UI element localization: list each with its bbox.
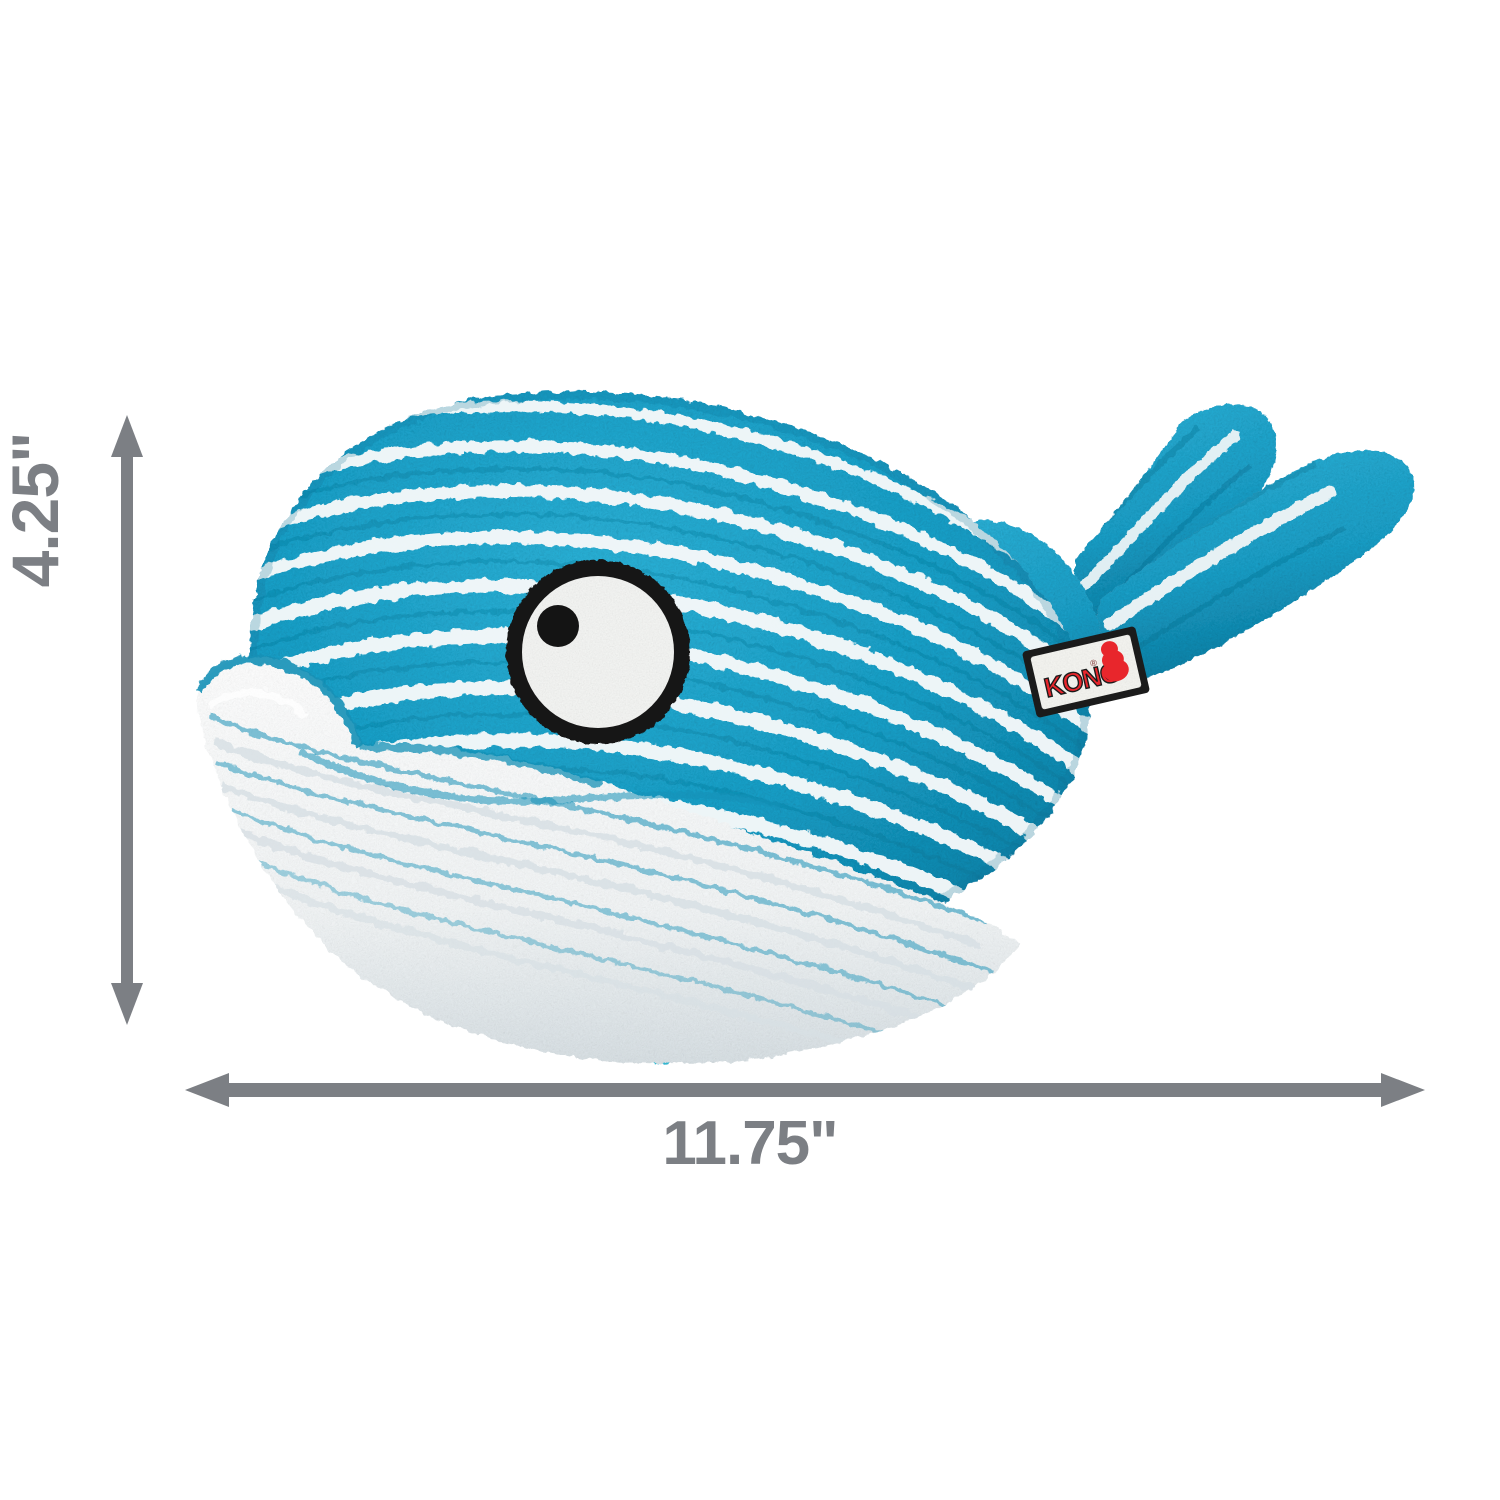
mouth-line xyxy=(298,748,781,810)
height-dimension-arrow xyxy=(111,415,143,1025)
width-dimension-label: 11.75" xyxy=(662,1109,838,1178)
eye-pupil xyxy=(537,605,579,647)
jaw-piping xyxy=(195,655,365,750)
kong-brand-tag: KONG ® xyxy=(1022,626,1150,718)
height-dimension-label: 4.25" xyxy=(0,432,72,588)
kong-toy-icon xyxy=(1100,641,1129,682)
eye-white xyxy=(522,576,674,728)
width-dimension-arrow xyxy=(185,1073,1425,1107)
double-headed-vertical-arrow-icon xyxy=(111,415,143,1025)
tail-fluke-lower xyxy=(1092,450,1415,679)
double-headed-horizontal-arrow-icon xyxy=(185,1073,1425,1107)
whale-eye xyxy=(506,560,690,744)
tag-registered-mark: ® xyxy=(1089,657,1098,668)
